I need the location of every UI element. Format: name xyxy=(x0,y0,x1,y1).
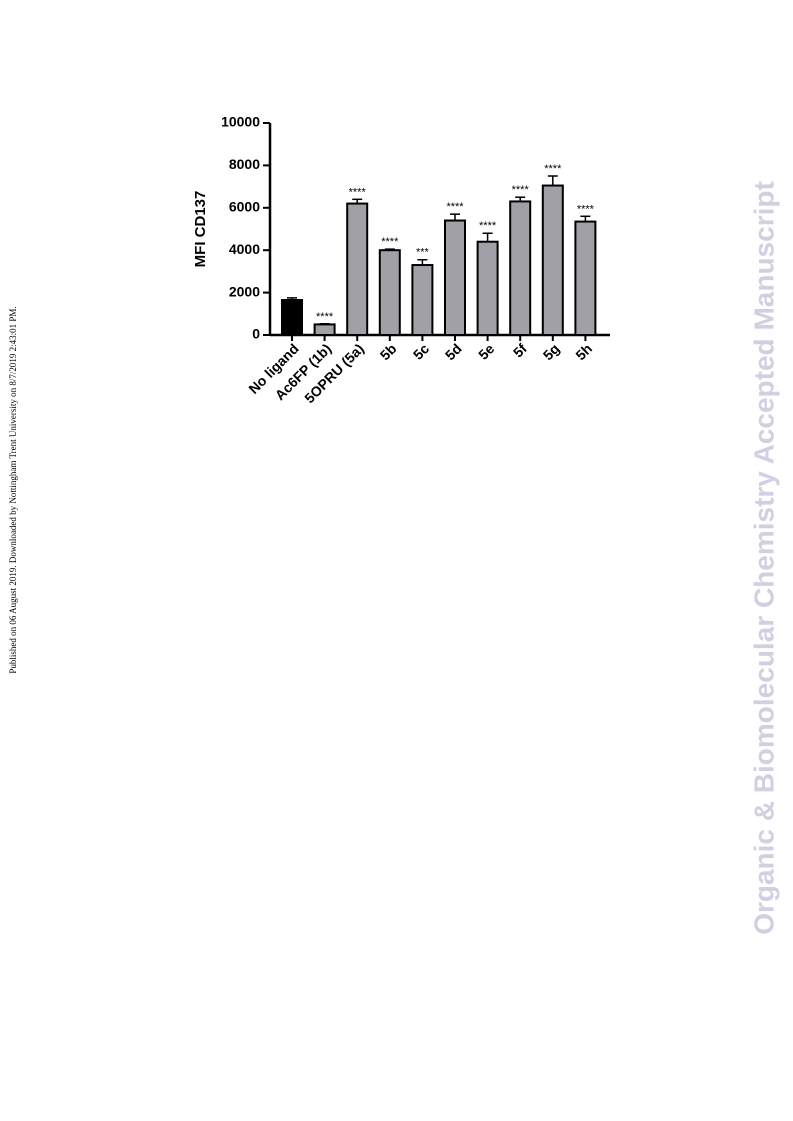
x-tick-label: 5h xyxy=(572,340,595,363)
bar xyxy=(476,240,499,336)
significance-label: **** xyxy=(316,311,334,323)
significance-label: **** xyxy=(349,186,367,198)
significance-label: **** xyxy=(446,201,464,213)
bar xyxy=(574,220,597,336)
x-tick-label: 5b xyxy=(377,340,400,363)
y-tick-label: 0 xyxy=(252,326,260,342)
x-tick-label: 5e xyxy=(475,340,497,362)
significance-label: **** xyxy=(544,163,562,175)
bar xyxy=(281,299,303,336)
y-tick-label: 2000 xyxy=(229,283,260,299)
y-tick-label: 4000 xyxy=(229,241,260,257)
bar xyxy=(313,323,336,336)
bar xyxy=(541,184,564,336)
significance-label: **** xyxy=(512,184,530,196)
y-tick-label: 8000 xyxy=(229,156,260,172)
bar xyxy=(509,200,532,336)
bar xyxy=(346,202,369,336)
x-tick-label: 5d xyxy=(442,340,465,363)
significance-label: **** xyxy=(479,220,497,232)
significance-label: *** xyxy=(416,247,430,259)
sidebar-note: Published on 06 August 2019. Downloaded … xyxy=(8,306,18,673)
significance-label: **** xyxy=(381,236,399,248)
y-tick-label: 6000 xyxy=(229,199,260,215)
y-axis-label: MFI CD137 xyxy=(192,191,209,268)
x-tick-label: 5c xyxy=(410,340,432,362)
x-tick-label: 5g xyxy=(540,340,563,363)
bar xyxy=(444,219,466,337)
y-tick-label: 10000 xyxy=(221,114,260,130)
bar xyxy=(411,264,434,337)
x-tick-label: 5f xyxy=(510,340,530,360)
significance-label: **** xyxy=(577,203,595,215)
watermark: Organic & Biomolecular Chemistry Accepte… xyxy=(748,181,779,935)
bar xyxy=(378,249,401,336)
